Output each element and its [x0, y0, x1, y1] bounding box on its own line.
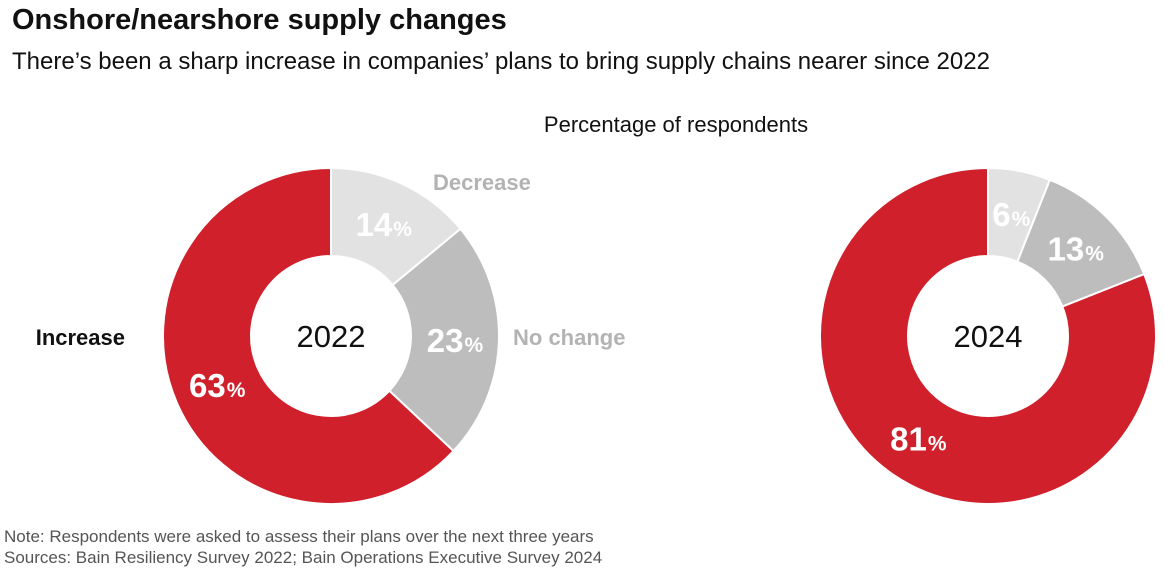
value-label: 14% [356, 206, 413, 243]
category-label-increase: Increase [36, 325, 125, 350]
center-year-label: 2022 [297, 319, 366, 354]
value-label: 63% [189, 367, 246, 404]
center-year-label: 2024 [954, 319, 1023, 354]
chart-subtitle: There’s been a sharp increase in compani… [12, 48, 990, 75]
value-label: 13% [1047, 230, 1104, 267]
slice-increase [162, 166, 455, 505]
donut-2022: 14% 23% 63% 2022 Decrease No change Increase [36, 166, 625, 505]
axis-note: Percentage of respondents [543, 112, 809, 137]
note-text: Note: Respondents were asked to assess t… [4, 527, 594, 546]
category-label-no-change: No change [513, 325, 625, 350]
sources-text: Sources: Bain Resiliency Survey 2022; Ba… [4, 548, 603, 567]
category-label-decrease: Decrease [433, 170, 531, 195]
donut-2024: 6% 13% 81% 2024 [819, 166, 1157, 505]
chart-title: Onshore/nearshore supply changes [12, 4, 507, 36]
value-label: 81% [890, 421, 947, 458]
slice-increase [819, 166, 1157, 505]
value-label: 6% [992, 196, 1030, 233]
slice-no-change [387, 227, 500, 453]
value-label: 23% [427, 322, 484, 359]
